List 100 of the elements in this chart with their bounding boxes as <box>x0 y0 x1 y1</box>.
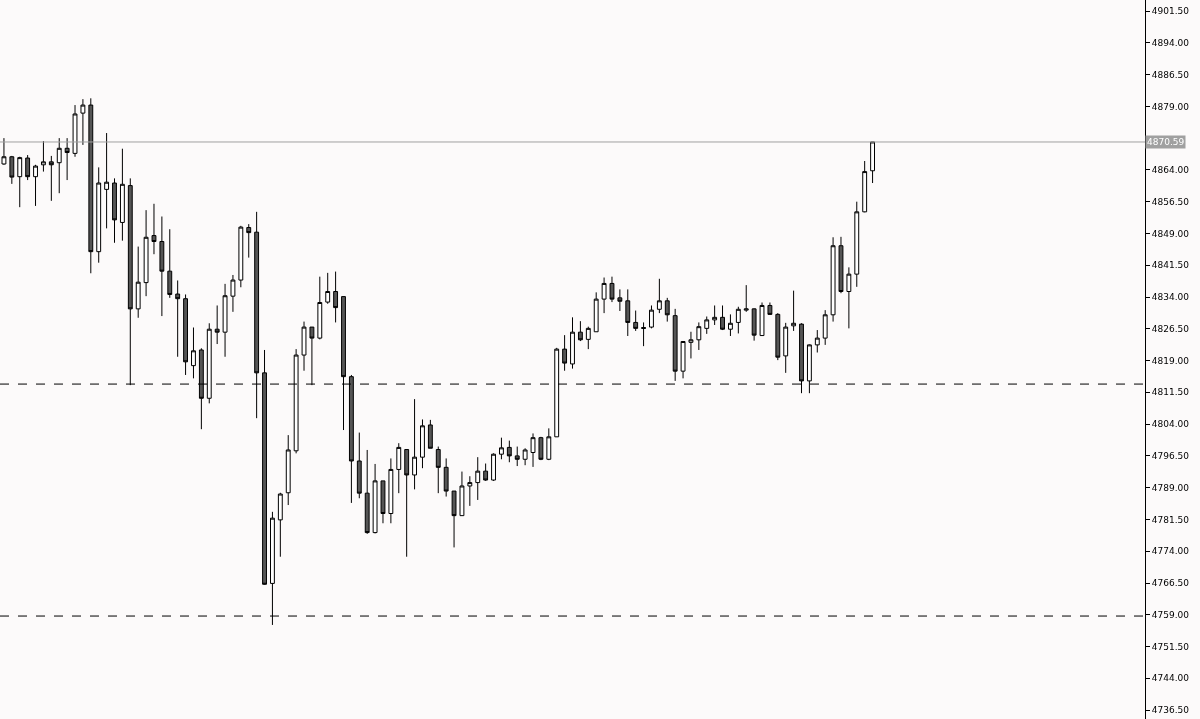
candlestick <box>238 225 244 288</box>
candlestick <box>688 331 694 359</box>
candlestick <box>499 437 504 460</box>
y-tick-label: 4849.00 <box>1151 228 1190 239</box>
candlestick <box>427 419 433 449</box>
y-tick-label: 4886.50 <box>1151 69 1190 80</box>
candlestick <box>649 304 654 329</box>
candlestick <box>656 278 662 314</box>
candlestick <box>104 132 110 229</box>
y-tick-label: 4744.00 <box>1151 673 1190 684</box>
candlestick <box>64 137 70 181</box>
y-tick-label: 4804.00 <box>1151 419 1190 430</box>
candlestick <box>246 223 252 259</box>
candlestick <box>88 97 94 274</box>
candlestick <box>372 463 378 534</box>
candlestick <box>175 279 181 358</box>
candlestick <box>9 155 15 185</box>
y-tick-label: 4841.50 <box>1151 260 1190 271</box>
candlestick <box>80 98 86 146</box>
candlestick <box>720 304 725 331</box>
candlestick <box>696 321 702 351</box>
y-tick-label: 4759.00 <box>1151 609 1190 620</box>
candlestick <box>483 463 489 482</box>
candlestick <box>17 156 23 208</box>
candlestick <box>562 334 568 372</box>
y-tick-label: 4736.50 <box>1151 705 1190 716</box>
candlestick <box>467 475 473 507</box>
y-tick-label: 4901.50 <box>1151 6 1190 17</box>
candlestick <box>48 155 54 202</box>
candlestick <box>491 452 496 482</box>
candlestick <box>775 312 781 361</box>
candlestick <box>704 316 710 335</box>
candlestick <box>356 432 362 499</box>
candlestick <box>404 449 410 558</box>
candlestick <box>522 447 528 466</box>
candlestick <box>870 141 875 184</box>
candlestick <box>625 288 631 337</box>
candlestick <box>641 321 646 347</box>
candlestick <box>735 306 741 334</box>
candlestick <box>443 457 449 498</box>
candlestick <box>838 236 844 294</box>
candlestick <box>25 154 31 181</box>
candlestick <box>475 456 481 501</box>
candlestick <box>783 322 789 374</box>
y-tick-label: 4766.50 <box>1151 578 1190 589</box>
candlestick <box>420 418 425 469</box>
candlestick <box>222 283 228 358</box>
candlestick <box>230 274 236 313</box>
candlestick <box>435 446 441 494</box>
candlestick <box>570 316 575 370</box>
candlestick <box>728 313 733 337</box>
candlestick <box>743 284 749 313</box>
y-tick-label: 4796.50 <box>1151 451 1190 462</box>
candlestick <box>151 203 157 255</box>
candlestick <box>680 340 686 379</box>
candlestick <box>364 449 370 535</box>
candlestick <box>546 427 552 461</box>
ref-line-label: 4870.59 <box>1147 137 1185 147</box>
candlestick <box>143 209 149 297</box>
candlestick <box>301 321 307 372</box>
y-tick-label: 4856.50 <box>1151 196 1190 207</box>
candlestick <box>609 276 615 303</box>
candlestick <box>214 304 220 345</box>
candlestick <box>412 398 417 490</box>
candlestick <box>791 290 797 332</box>
candlestick <box>56 137 62 194</box>
y-tick-label: 4834.00 <box>1151 292 1190 303</box>
y-tick-label: 4774.00 <box>1151 546 1190 557</box>
candlestick <box>538 436 544 461</box>
candlestick <box>333 271 339 323</box>
candlestick <box>830 236 836 323</box>
candlestick <box>112 177 117 244</box>
candlestick <box>96 166 102 264</box>
candlestick <box>506 440 512 463</box>
candlestick <box>633 310 639 332</box>
candlestick <box>530 432 536 468</box>
candlestick <box>617 288 623 312</box>
candlestick <box>396 442 402 494</box>
candlestick <box>388 457 394 524</box>
candlestick <box>814 329 820 354</box>
candlestick <box>119 148 125 242</box>
candlestick <box>585 326 591 350</box>
candlestick <box>277 492 283 558</box>
candlestick <box>854 201 860 288</box>
y-tick-label: 4789.00 <box>1151 482 1190 493</box>
candlestick <box>751 307 757 342</box>
candlestick <box>135 246 141 319</box>
candlestick <box>664 297 670 323</box>
y-tick-label: 4864.00 <box>1151 165 1190 176</box>
y-tick-label: 4751.50 <box>1151 641 1190 652</box>
candlestick <box>767 302 773 316</box>
candlestick <box>514 446 520 467</box>
y-tick-label: 4819.00 <box>1151 355 1190 366</box>
candlestick <box>159 216 165 317</box>
candlestick <box>862 160 868 213</box>
candlestick <box>317 276 323 340</box>
y-tick-label: 4811.50 <box>1151 387 1190 398</box>
candlestick <box>451 490 457 548</box>
candlestick <box>33 164 38 207</box>
y-tick-label: 4826.50 <box>1151 323 1190 334</box>
